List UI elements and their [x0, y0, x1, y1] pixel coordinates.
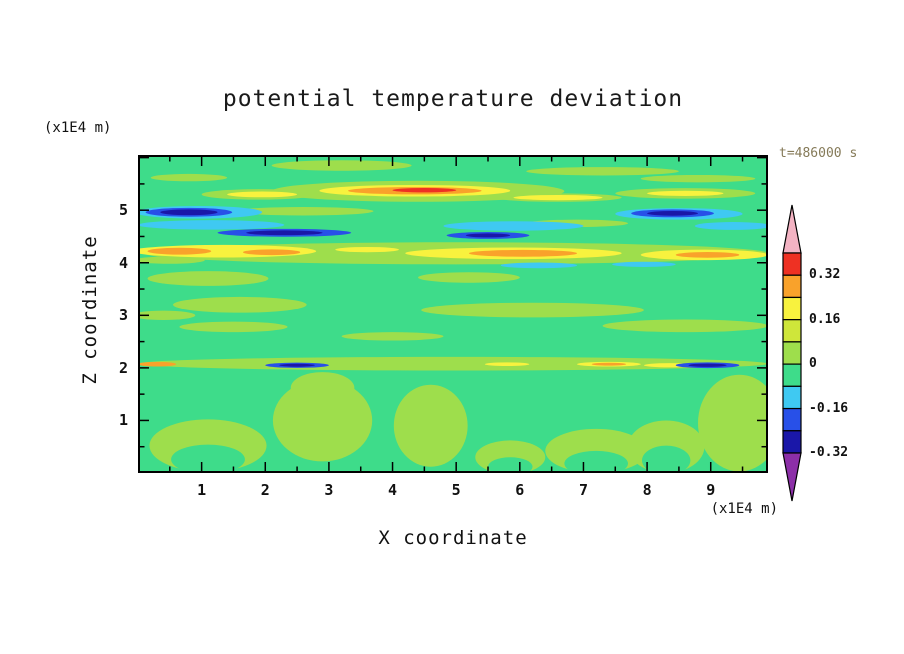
z-tick-label: 1 — [118, 411, 128, 430]
x-tick-label: 9 — [706, 481, 716, 499]
z-tick-label: 5 — [118, 201, 128, 220]
colorbar-label: 0.32 — [809, 267, 841, 283]
colorbar-label: 0 — [809, 356, 817, 372]
x-tick-label: 4 — [388, 481, 398, 499]
plot-area — [138, 155, 768, 473]
x-tick-label: 5 — [451, 481, 461, 499]
x-tick-label: 8 — [642, 481, 652, 499]
colorbar-label: -0.32 — [809, 445, 849, 460]
colorbar-graphic — [782, 204, 802, 502]
page-title: potential temperature deviation — [222, 86, 684, 112]
x-axis-unit-label: (x1E4 m) — [710, 501, 778, 517]
time-annotation: t=486000 s — [779, 146, 858, 161]
x-tick-label: 2 — [260, 481, 270, 499]
x-tick-label: 3 — [324, 481, 334, 499]
colorbar-label: 0.16 — [809, 311, 841, 327]
z-tick-label: 3 — [118, 306, 128, 325]
x-tick-label: 1 — [197, 481, 207, 499]
x-tick-label: 7 — [578, 481, 588, 499]
x-tick-label: 6 — [515, 481, 525, 499]
x-axis-label: X coordinate — [378, 527, 528, 549]
colorbar — [782, 204, 802, 502]
z-axis-unit-label: (x1E4 m) — [44, 120, 112, 136]
contour-field-canvas — [138, 155, 768, 473]
z-tick-label: 2 — [118, 358, 128, 377]
z-tick-label: 4 — [118, 253, 128, 272]
colorbar-label: -0.16 — [809, 400, 849, 416]
